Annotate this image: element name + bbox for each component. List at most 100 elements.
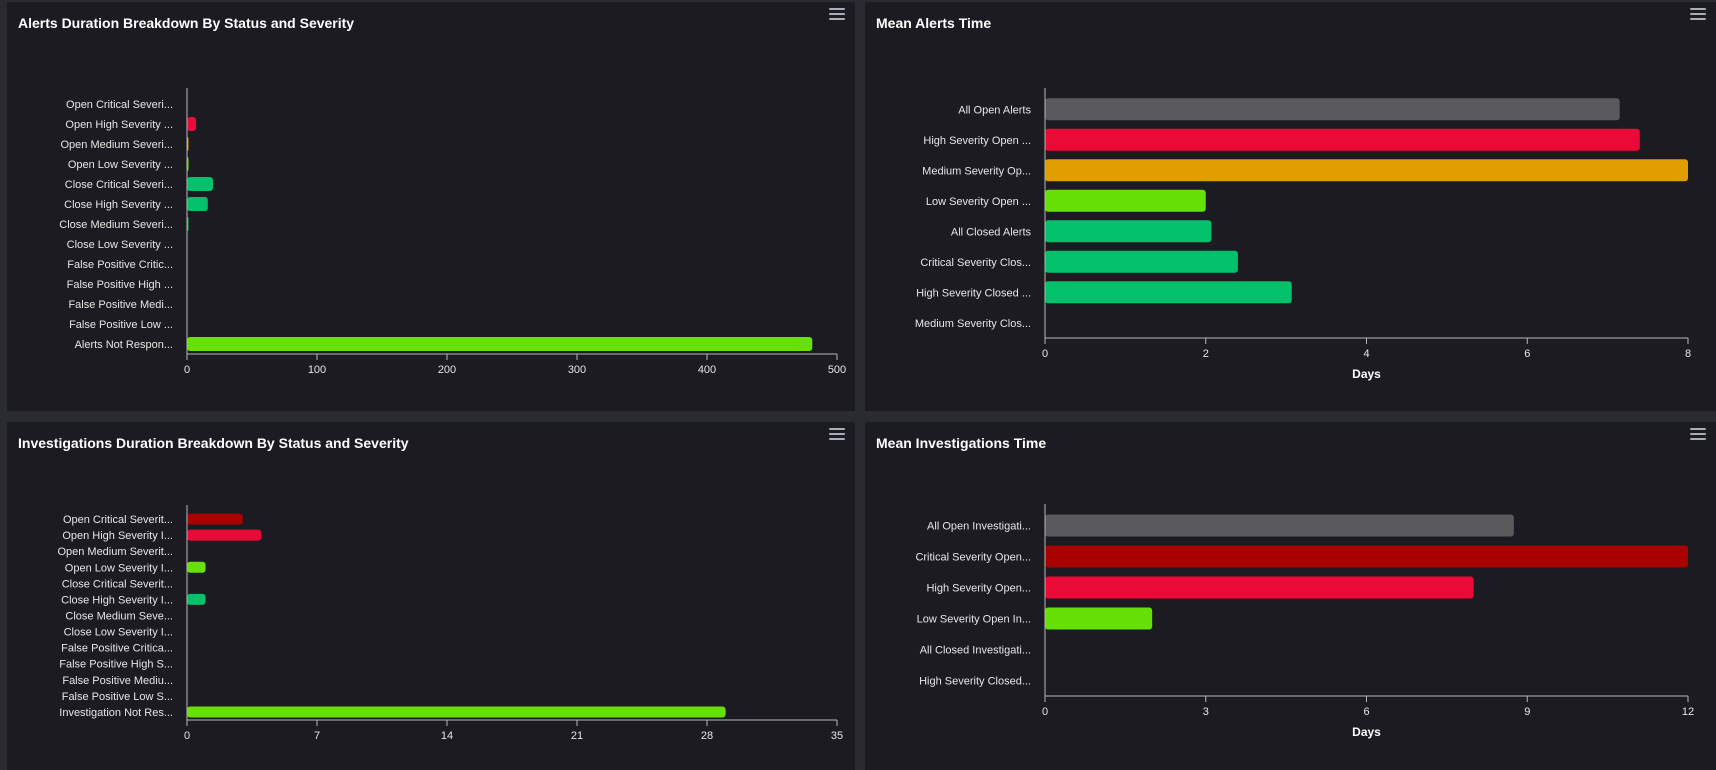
chart-menu-icon[interactable]	[829, 428, 845, 440]
category-label: Open Low Severity I...	[65, 562, 173, 574]
category-label: Low Severity Open ...	[926, 196, 1031, 208]
mean-investigations-panel: Mean Investigations Time All Open Invest…	[865, 422, 1716, 770]
x-tick-label: 400	[698, 364, 716, 376]
bar[interactable]	[1045, 281, 1292, 304]
category-label: False Positive Critica...	[61, 643, 173, 655]
panel-title: Investigations Duration Breakdown By Sta…	[18, 435, 409, 451]
bar[interactable]	[187, 593, 206, 605]
bar[interactable]	[1045, 128, 1640, 151]
bar[interactable]	[1045, 220, 1212, 243]
x-tick-label: 0	[184, 730, 190, 742]
category-label: All Closed Alerts	[951, 226, 1032, 238]
alerts-breakdown-chart: Open Critical Severi... Open High Severit…	[59, 88, 846, 376]
category-label: Open Medium Severi...	[61, 139, 174, 151]
category-label: Close Critical Severit...	[62, 578, 173, 590]
category-label: Close High Severity ...	[64, 199, 173, 211]
category-label: False Positive High S...	[59, 659, 173, 671]
bar[interactable]	[187, 117, 197, 131]
x-tick-label: 100	[308, 364, 326, 376]
mean-investigations-chart: All Open Investigati... Critical Severity…	[915, 504, 1694, 739]
x-tick-label: 4	[1363, 348, 1369, 360]
bar[interactable]	[1045, 250, 1238, 273]
x-tick-label: 9	[1524, 706, 1530, 718]
x-tick-label: 6	[1524, 348, 1530, 360]
x-tick-label: 14	[441, 730, 453, 742]
bar[interactable]	[187, 513, 243, 525]
category-label: Alerts Not Respon...	[75, 339, 173, 351]
category-label: Open Critical Severi...	[66, 99, 173, 111]
category-label: Close Low Severity ...	[67, 239, 173, 251]
x-tick-label: 6	[1363, 706, 1369, 718]
category-label: High Severity Closed...	[919, 676, 1031, 688]
category-label: Close Critical Severi...	[65, 179, 173, 191]
category-label: False Positive Medi...	[68, 299, 173, 311]
bar[interactable]	[187, 337, 813, 351]
category-label: Open Low Severity ...	[68, 159, 173, 171]
category-label: Close Medium Severi...	[59, 219, 173, 231]
category-label: Close High Severity I...	[61, 594, 173, 606]
category-label: Open High Severity ...	[65, 119, 173, 131]
bar[interactable]	[187, 177, 213, 191]
bar[interactable]	[187, 561, 206, 573]
chart-menu-icon[interactable]	[1690, 8, 1706, 20]
panel-title: Mean Investigations Time	[876, 435, 1047, 451]
panel-title: Alerts Duration Breakdown By Status and …	[18, 15, 355, 31]
bar[interactable]	[1045, 98, 1620, 121]
category-label: Open Critical Severit...	[63, 514, 173, 526]
bar[interactable]	[187, 706, 726, 718]
category-label: False Positive Low ...	[69, 319, 173, 331]
bar[interactable]	[1045, 159, 1688, 182]
category-label: Investigation Not Res...	[59, 707, 173, 719]
x-tick-label: 200	[438, 364, 456, 376]
mean-alerts-chart: All Open Alerts High Severity Open ... Med…	[915, 88, 1691, 381]
category-label: Open High Severity I...	[62, 530, 173, 542]
mean-alerts-panel: Mean Alerts Time All Open Alerts High Sev…	[865, 2, 1716, 411]
x-tick-label: 0	[1042, 348, 1048, 360]
bar[interactable]	[1045, 545, 1688, 568]
category-label: All Open Investigati...	[927, 521, 1031, 533]
category-label: High Severity Open...	[926, 583, 1031, 595]
category-label: Medium Severity Op...	[922, 165, 1031, 177]
chart-menu-icon[interactable]	[829, 8, 845, 20]
bar[interactable]	[1045, 514, 1514, 537]
category-label: Close Low Severity I...	[64, 627, 173, 639]
x-tick-label: 21	[571, 730, 583, 742]
x-tick-label: 300	[568, 364, 586, 376]
x-tick-label: 3	[1203, 706, 1209, 718]
alerts-breakdown-panel: Alerts Duration Breakdown By Status and …	[7, 2, 855, 411]
bar[interactable]	[187, 529, 262, 541]
x-axis-title: Days	[1352, 725, 1381, 739]
x-tick-label: 8	[1685, 348, 1691, 360]
bar[interactable]	[1045, 576, 1474, 599]
category-label: All Open Alerts	[958, 104, 1031, 116]
x-tick-label: 0	[184, 364, 190, 376]
category-label: False Positive Low S...	[62, 691, 173, 703]
investigations-breakdown-panel: Investigations Duration Breakdown By Sta…	[7, 422, 855, 770]
x-tick-label: 12	[1682, 706, 1694, 718]
category-label: Close Medium Seve...	[65, 611, 173, 623]
category-label: False Positive Mediu...	[62, 675, 173, 687]
x-tick-label: 7	[314, 730, 320, 742]
x-tick-label: 35	[831, 730, 843, 742]
category-label: High Severity Open ...	[923, 135, 1031, 147]
x-axis-title: Days	[1352, 367, 1381, 381]
category-label: Low Severity Open In...	[917, 614, 1031, 626]
category-label: Medium Severity Clos...	[915, 318, 1031, 330]
category-label: Open Medium Severit...	[57, 546, 173, 558]
x-tick-label: 2	[1203, 348, 1209, 360]
x-tick-label: 500	[828, 364, 846, 376]
bar[interactable]	[1045, 189, 1206, 212]
chart-menu-icon[interactable]	[1690, 428, 1706, 440]
category-label: False Positive Critic...	[67, 259, 173, 271]
category-label: High Severity Closed ...	[916, 287, 1031, 299]
investigations-breakdown-chart: Open Critical Severit... Open High Severi…	[57, 505, 843, 742]
category-label: Critical Severity Open...	[915, 552, 1031, 564]
category-label: Critical Severity Clos...	[920, 257, 1031, 269]
category-label: All Closed Investigati...	[920, 645, 1031, 657]
bar[interactable]	[1045, 607, 1153, 630]
category-label: False Positive High ...	[67, 279, 173, 291]
x-tick-label: 0	[1042, 706, 1048, 718]
panel-title: Mean Alerts Time	[876, 15, 992, 31]
bar[interactable]	[187, 197, 208, 211]
x-tick-label: 28	[701, 730, 713, 742]
